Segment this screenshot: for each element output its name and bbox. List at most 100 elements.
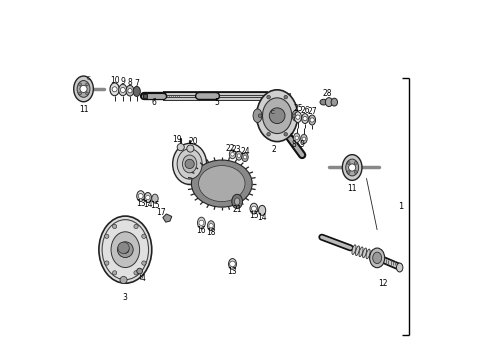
Ellipse shape xyxy=(253,109,262,122)
Text: 8: 8 xyxy=(292,140,296,149)
Text: 14: 14 xyxy=(143,200,153,209)
Ellipse shape xyxy=(137,191,145,202)
Circle shape xyxy=(267,132,270,136)
Ellipse shape xyxy=(197,217,205,229)
Ellipse shape xyxy=(320,99,327,105)
Text: 11: 11 xyxy=(347,184,357,193)
Ellipse shape xyxy=(369,248,385,268)
Ellipse shape xyxy=(119,84,127,96)
Circle shape xyxy=(284,132,288,136)
Circle shape xyxy=(295,136,298,140)
Circle shape xyxy=(347,171,350,174)
Ellipse shape xyxy=(144,193,151,203)
Ellipse shape xyxy=(355,246,360,256)
Circle shape xyxy=(302,137,306,141)
Text: 9: 9 xyxy=(300,140,305,149)
Text: 27: 27 xyxy=(307,107,317,116)
Circle shape xyxy=(243,156,247,159)
Circle shape xyxy=(112,87,117,92)
Text: 7: 7 xyxy=(134,79,139,88)
Circle shape xyxy=(258,114,262,117)
Ellipse shape xyxy=(359,247,363,257)
Text: C: C xyxy=(87,76,91,81)
Text: C: C xyxy=(290,133,294,138)
Ellipse shape xyxy=(352,245,356,255)
Ellipse shape xyxy=(363,248,367,258)
Text: 6: 6 xyxy=(151,98,156,107)
Text: 9: 9 xyxy=(121,77,125,86)
Ellipse shape xyxy=(198,166,245,202)
Circle shape xyxy=(209,224,213,228)
Text: 2: 2 xyxy=(271,145,276,154)
Circle shape xyxy=(122,246,129,253)
Text: 4: 4 xyxy=(141,274,146,283)
Circle shape xyxy=(86,83,89,86)
Ellipse shape xyxy=(396,263,403,272)
Circle shape xyxy=(134,224,138,229)
Text: 18: 18 xyxy=(206,228,216,237)
Circle shape xyxy=(118,242,133,257)
Ellipse shape xyxy=(292,111,299,121)
Ellipse shape xyxy=(228,258,237,269)
Text: 21: 21 xyxy=(232,205,242,214)
Text: 13: 13 xyxy=(228,267,237,276)
Text: 20: 20 xyxy=(188,137,198,146)
Circle shape xyxy=(177,144,184,151)
Circle shape xyxy=(347,162,350,165)
Text: 15: 15 xyxy=(249,211,259,220)
Ellipse shape xyxy=(301,134,307,144)
Circle shape xyxy=(142,234,146,238)
Ellipse shape xyxy=(294,133,300,143)
Circle shape xyxy=(354,171,357,174)
Circle shape xyxy=(80,85,87,93)
Ellipse shape xyxy=(99,216,152,283)
Text: 11: 11 xyxy=(79,105,88,114)
Ellipse shape xyxy=(152,194,158,203)
Ellipse shape xyxy=(257,90,298,141)
Circle shape xyxy=(310,118,314,122)
Circle shape xyxy=(86,92,89,95)
Circle shape xyxy=(231,153,234,156)
Circle shape xyxy=(187,145,194,152)
Circle shape xyxy=(270,108,285,123)
Circle shape xyxy=(113,271,117,275)
Ellipse shape xyxy=(234,198,240,205)
Text: 19: 19 xyxy=(172,135,182,144)
Ellipse shape xyxy=(263,98,292,134)
Ellipse shape xyxy=(236,151,242,160)
Circle shape xyxy=(237,154,241,157)
Circle shape xyxy=(118,242,129,253)
Circle shape xyxy=(128,89,132,93)
Circle shape xyxy=(138,194,143,199)
Ellipse shape xyxy=(259,205,266,215)
Text: 13: 13 xyxy=(136,199,146,208)
Circle shape xyxy=(284,95,288,99)
Ellipse shape xyxy=(133,86,140,96)
Circle shape xyxy=(267,95,270,99)
Circle shape xyxy=(113,224,117,229)
Text: 1: 1 xyxy=(398,202,403,211)
Ellipse shape xyxy=(294,112,301,122)
Ellipse shape xyxy=(325,98,333,107)
Circle shape xyxy=(348,164,356,171)
Ellipse shape xyxy=(229,150,236,159)
Polygon shape xyxy=(163,214,172,222)
Circle shape xyxy=(105,261,109,265)
Text: C: C xyxy=(271,110,275,114)
Circle shape xyxy=(251,206,256,211)
Ellipse shape xyxy=(366,249,370,259)
Circle shape xyxy=(296,115,300,119)
Circle shape xyxy=(137,268,143,274)
Text: 22: 22 xyxy=(225,144,235,153)
Ellipse shape xyxy=(77,81,90,97)
Ellipse shape xyxy=(309,115,316,125)
Circle shape xyxy=(354,162,357,165)
Ellipse shape xyxy=(250,203,258,214)
Circle shape xyxy=(293,114,296,117)
Text: 16: 16 xyxy=(196,225,206,234)
Text: 23: 23 xyxy=(232,145,241,154)
Circle shape xyxy=(78,92,81,95)
Text: 28: 28 xyxy=(322,89,332,98)
FancyBboxPatch shape xyxy=(143,94,147,98)
Text: 26: 26 xyxy=(300,106,310,115)
